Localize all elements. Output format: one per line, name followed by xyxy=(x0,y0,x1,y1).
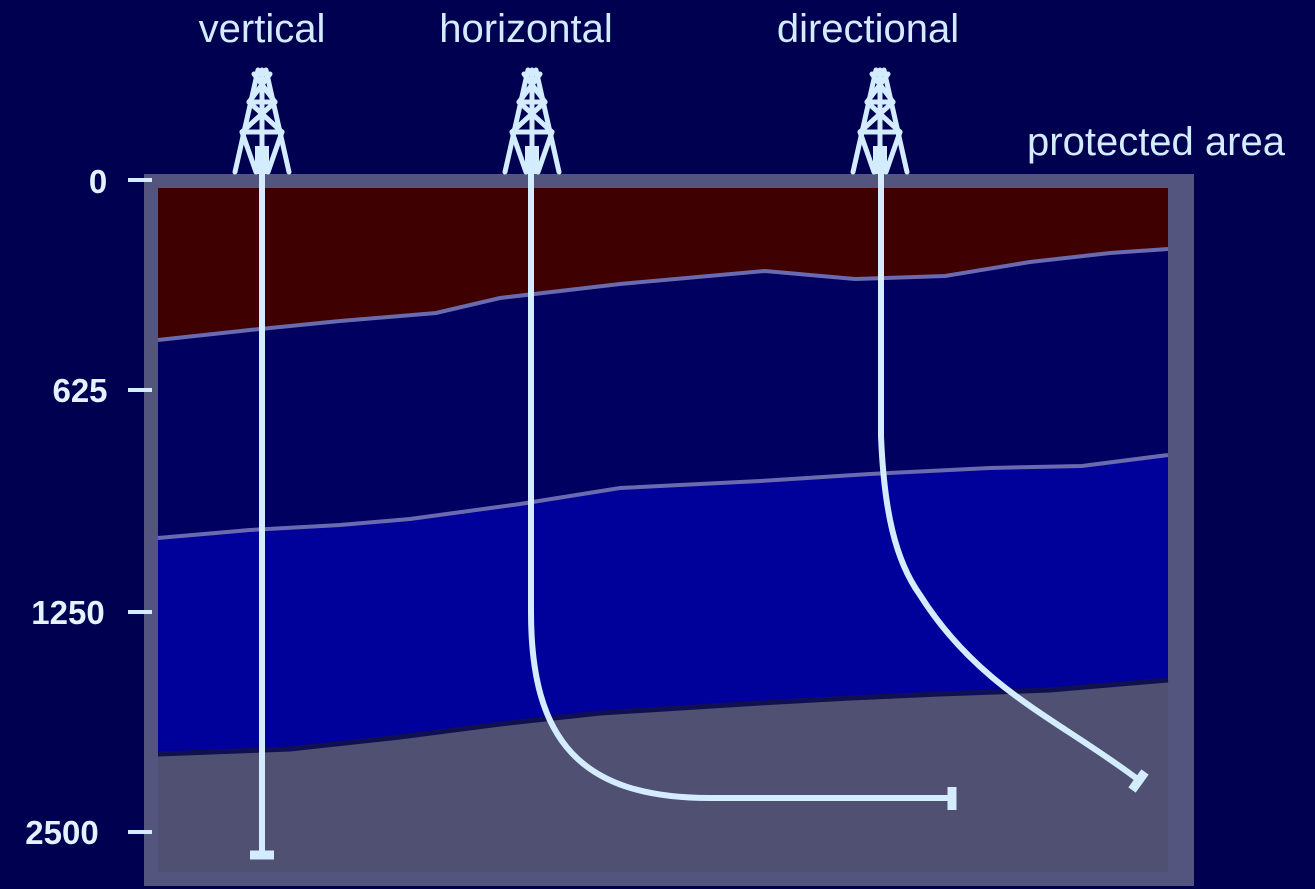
well-path-horizontal xyxy=(528,172,952,801)
layer-bottom xyxy=(158,680,1168,872)
depth-label-1250: 1250 xyxy=(31,594,104,631)
boundary-line-lower xyxy=(157,677,1169,757)
well-label-vertical: vertical xyxy=(199,7,326,51)
boundary-line-middle xyxy=(157,453,1169,540)
depth-label-625: 625 xyxy=(52,372,107,409)
wellhead-vertical xyxy=(255,146,269,174)
well-label-horizontal: horizontal xyxy=(439,7,612,51)
protected-area-label: protected area xyxy=(1027,120,1286,164)
depth-label-0: 0 xyxy=(89,163,107,200)
layer-third xyxy=(158,455,1168,754)
wellhead-directional xyxy=(873,146,887,174)
boundary-line-upper xyxy=(157,247,1169,342)
well-path-directional xyxy=(878,172,1142,784)
well-cap-directional xyxy=(1128,769,1149,793)
well-label-directional: directional xyxy=(777,7,959,51)
depth-label-2500: 2500 xyxy=(25,814,98,851)
wellhead-horizontal xyxy=(525,146,539,174)
layer-second xyxy=(158,249,1168,538)
